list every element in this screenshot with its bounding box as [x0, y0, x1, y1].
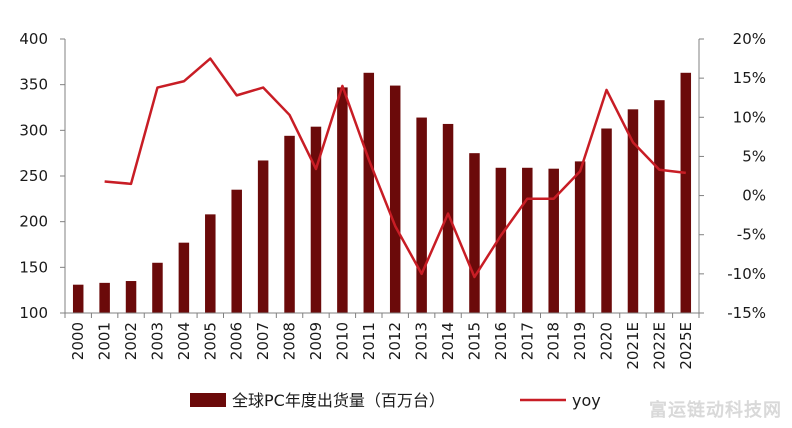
bar	[72, 284, 84, 313]
right-axis-ticks: -15% -10% -5% 0% 5% 10% 15% 20%	[699, 30, 766, 322]
left-tick-label: 350	[19, 76, 48, 94]
x-tick-label: 2014	[439, 322, 457, 360]
right-tick-label: 20%	[733, 30, 766, 48]
x-tick-label: 2008	[281, 322, 299, 360]
bar	[495, 167, 507, 313]
x-tick-label: 2019	[571, 322, 589, 360]
right-tick-label: 15%	[733, 69, 766, 87]
x-tick-label: 2013	[413, 322, 431, 360]
left-axis-ticks: 100 150 200 250 300 350 400	[19, 30, 65, 322]
x-tick-label: 2018	[545, 322, 563, 360]
left-tick-label: 300	[19, 121, 48, 139]
x-tick-label: 2017	[518, 322, 536, 360]
x-tick-label: 2011	[360, 322, 378, 360]
bar	[442, 123, 454, 313]
bar	[205, 214, 216, 313]
bar	[548, 168, 559, 313]
right-tick-label: 10%	[733, 108, 766, 126]
bar	[416, 117, 427, 313]
x-tick-label: 2016	[492, 322, 510, 360]
left-tick-label: 400	[19, 30, 48, 48]
x-tick-label: 2015	[465, 322, 483, 360]
legend-bar-label: 全球PC年度出货量（百万台）	[232, 391, 445, 410]
x-tick-label: 2012	[386, 322, 404, 360]
bar	[125, 281, 137, 313]
right-tick-label: -10%	[727, 265, 766, 283]
bar	[284, 135, 295, 313]
x-tick-label: 2009	[307, 322, 325, 360]
x-tick-label: 2006	[228, 322, 246, 360]
bar	[654, 100, 665, 313]
left-tick-label: 250	[19, 167, 48, 185]
x-tick-label: 2020	[598, 322, 616, 360]
legend-bar-swatch	[190, 393, 226, 407]
x-tick-label: 2004	[175, 322, 193, 360]
bar	[257, 160, 269, 313]
legend: 全球PC年度出货量（百万台） yoy	[190, 391, 601, 410]
bar	[337, 87, 348, 313]
left-tick-label: 100	[19, 304, 48, 322]
x-tick-label: 2003	[148, 322, 166, 360]
legend-line-label: yoy	[572, 391, 601, 410]
bar	[310, 126, 322, 314]
bar	[601, 128, 612, 313]
right-tick-label: -15%	[727, 304, 766, 322]
bar-series	[72, 72, 692, 314]
x-tick-label: 2025E	[677, 322, 695, 370]
right-tick-label: 0%	[742, 187, 766, 205]
bar	[363, 72, 375, 313]
x-tick-label: 2001	[96, 322, 114, 360]
x-tick-label: 2000	[69, 322, 87, 360]
x-tick-label: 2007	[254, 322, 272, 360]
x-tick-label: 2022E	[650, 322, 668, 370]
left-tick-label: 200	[19, 213, 48, 231]
bar	[469, 153, 480, 313]
x-tick-label: 2021E	[624, 322, 642, 370]
bar	[389, 85, 401, 313]
bar	[680, 72, 692, 313]
bar	[627, 109, 639, 313]
bar	[522, 167, 533, 313]
bar	[574, 161, 586, 313]
x-axis-ticks: 2000 2001 2002 2003 2004 2005 2006 2007 2008 2009…	[64, 313, 700, 370]
bar	[99, 282, 110, 313]
yoy-line-series	[104, 57, 686, 279]
bar	[231, 189, 242, 313]
bar	[152, 262, 163, 313]
x-tick-label: 2010	[333, 322, 351, 360]
right-tick-label: 5%	[742, 147, 766, 165]
watermark: 富运链动科技网	[649, 400, 782, 421]
bar	[178, 242, 190, 313]
x-tick-label: 2002	[122, 322, 140, 360]
left-tick-label: 150	[19, 258, 48, 276]
x-tick-label: 2005	[201, 322, 219, 360]
right-tick-label: -5%	[737, 226, 766, 244]
